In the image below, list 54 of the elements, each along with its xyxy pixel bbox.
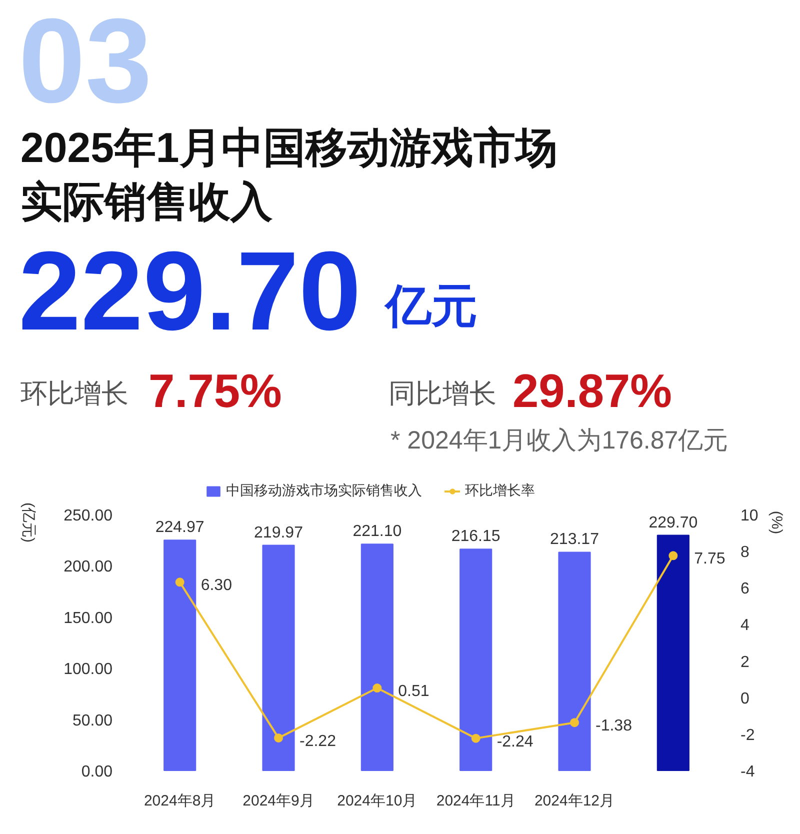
y-tick-label: 0.00 [81,764,113,780]
y2-tick-label: 8 [740,544,750,562]
y2-tick-label: -4 [740,764,755,780]
data-label: 6.30 [200,577,232,594]
bar [164,540,196,771]
data-label: -2.22 [300,732,336,750]
y-tick-label: 50.00 [72,712,113,730]
y2-tick-label: 6 [740,580,750,598]
y2-tick-label: -2 [740,726,755,744]
data-label: 0.51 [398,683,430,700]
text: 7.75% [148,364,282,417]
text: 亿元 [384,280,478,332]
point [372,684,382,693]
data-label: 224.97 [155,519,204,536]
bar [460,548,492,771]
data-label: 216.15 [451,528,500,546]
y2-axis-title: (%) [768,510,785,534]
legend-label: 环比增长率 [465,482,535,500]
text: 29.87% [512,364,672,417]
y2-tick-label: 10 [740,508,758,524]
text: 229.70 [18,228,362,354]
bar [262,544,295,771]
text: 环比增长 [20,378,128,408]
point [274,733,283,742]
point [175,578,184,587]
y-tick-label: 250.00 [64,508,113,524]
data-label: -1.38 [596,718,632,735]
x-tick-label: 2024年8月 [144,792,216,810]
bar [656,534,690,771]
y-axis-title: (亿元) [20,502,37,543]
data-label: 213.17 [550,531,600,548]
point [668,551,678,560]
y2-tick-label: 2 [740,654,750,671]
y2-tick-label: 0 [740,690,750,708]
point [471,734,480,743]
y-tick-label: 200.00 [64,558,113,576]
text: * 2024年1月收入为176.87亿元 [390,426,728,454]
legend-label: 中国移动游戏市场实际销售收入 [226,482,422,500]
data-label: 229.70 [648,514,698,532]
x-tick-label: 2024年11月 [436,792,516,810]
y-tick-label: 150.00 [64,610,113,627]
y2-tick-label: 4 [740,617,750,634]
y-tick-label: 100.00 [64,661,113,678]
data-label: 221.10 [352,523,402,540]
point [570,718,579,728]
data-label: 219.97 [254,524,304,542]
x-tick-label: 2024年10月 [337,792,418,810]
x-tick-label: 2024年12月 [534,792,615,810]
x-tick-label: 2024年9月 [242,792,314,810]
text: 同比增长 [388,378,496,408]
bar [558,552,591,771]
data-label: 7.75 [694,550,726,568]
data-label: -2.24 [496,733,534,750]
bar [360,544,394,771]
